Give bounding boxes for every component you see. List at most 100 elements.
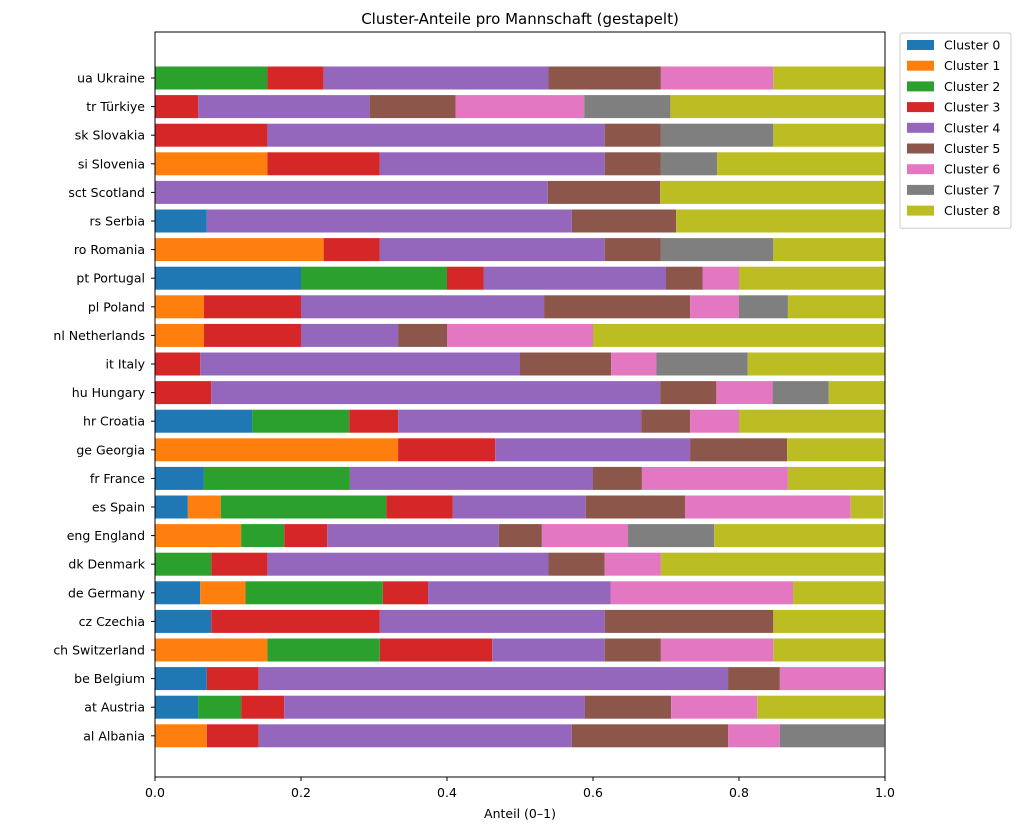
bar-segment [779, 667, 885, 691]
bar-segment [369, 95, 456, 119]
bar-segment [779, 724, 885, 748]
bar-segment [211, 381, 661, 405]
y-tick-label: ch Switzerland [53, 643, 145, 658]
bar-segment [828, 381, 885, 405]
bar-segment [604, 123, 661, 147]
x-tick-label: 0.2 [291, 785, 311, 800]
x-tick-label: 0.4 [437, 785, 457, 800]
bar-segment [379, 152, 605, 176]
bar-segment [498, 524, 542, 548]
y-tick-label: pt Portugal [76, 271, 145, 286]
bar-segment [455, 95, 585, 119]
bar-segment [660, 123, 774, 147]
bar-segment [155, 609, 212, 633]
bar-segment [379, 638, 493, 662]
bar-segment [267, 152, 380, 176]
y-tick-label: be Belgium [74, 671, 145, 686]
legend-label: Cluster 8 [944, 203, 1000, 218]
legend-label: Cluster 3 [944, 100, 1000, 115]
bar-segment [323, 66, 549, 90]
bar-segment [155, 238, 324, 262]
bar-segment [660, 552, 885, 576]
bar-segment [690, 438, 788, 462]
bar-segment [773, 238, 885, 262]
bar-segment [155, 638, 268, 662]
bar-segment [200, 352, 520, 376]
bar-segment [604, 552, 661, 576]
bar-segment [428, 581, 611, 605]
y-tick-label: pl Poland [88, 299, 145, 314]
y-tick-label: at Austria [84, 700, 145, 715]
bar-segment [728, 667, 780, 691]
bar-segment [520, 352, 612, 376]
x-tick-label: 0.8 [729, 785, 749, 800]
x-axis-label: Anteil (0–1) [484, 806, 556, 821]
bar-segment [155, 695, 199, 719]
legend-label: Cluster 0 [944, 38, 1000, 53]
bar-segment [386, 495, 453, 519]
bar-segment [155, 466, 204, 490]
bar-segment [702, 266, 739, 290]
plot-frame [154, 31, 886, 778]
bar-segment [787, 438, 885, 462]
bar-segment [604, 238, 661, 262]
y-tick-label: fr France [90, 471, 145, 486]
y-tick-label: sk Slovakia [75, 128, 145, 143]
y-tick-label: dk Denmark [68, 557, 145, 572]
bars-group [155, 66, 885, 748]
bar-segment [716, 381, 773, 405]
bar-segment [773, 638, 885, 662]
bar-segment [773, 123, 885, 147]
bar-segment [690, 409, 739, 433]
y-tick-label: rs Serbia [90, 214, 145, 229]
y-tick-label: ro Romania [74, 242, 145, 257]
bar-segment [258, 724, 572, 748]
bar-segment [211, 609, 380, 633]
bar-segment [155, 524, 242, 548]
bar-segment [155, 323, 204, 347]
bar-segment [585, 495, 685, 519]
bar-segment [593, 466, 642, 490]
bar-segment [267, 638, 380, 662]
bar-segment [398, 438, 496, 462]
y-tick-label: cz Czechia [79, 614, 145, 629]
bar-segment [155, 295, 204, 319]
bar-segment [349, 466, 593, 490]
bar-segment [717, 152, 885, 176]
bar-segment [850, 495, 884, 519]
bar-segment [641, 409, 691, 433]
bar-segment [676, 209, 885, 233]
bar-segment [267, 66, 324, 90]
bar-segment [323, 238, 380, 262]
bar-segment [155, 667, 207, 691]
y-tick-label: al Albania [83, 728, 145, 743]
bar-segment [747, 352, 885, 376]
bar-segment [382, 581, 429, 605]
bar-segment [660, 66, 774, 90]
bar-segment [660, 152, 718, 176]
bar-segment [155, 552, 212, 576]
bar-segment [739, 266, 885, 290]
bar-segment [211, 552, 268, 576]
y-tick-label: eng England [67, 528, 145, 543]
bar-segment [593, 323, 885, 347]
bar-segment [245, 581, 383, 605]
bar-segment [198, 695, 242, 719]
legend-label: Cluster 6 [944, 162, 1000, 177]
bar-segment [666, 266, 703, 290]
bar-segment [203, 466, 350, 490]
y-tick-label: hr Croatia [83, 414, 145, 429]
bar-segment [544, 295, 691, 319]
legend-label: Cluster 7 [944, 182, 1000, 197]
bar-segment [155, 381, 212, 405]
legend-label: Cluster 1 [944, 58, 1000, 73]
bar-segment [584, 695, 672, 719]
bar-segment [452, 495, 586, 519]
bar-segment [739, 295, 788, 319]
bar-segment [628, 524, 715, 548]
bar-segment [155, 438, 399, 462]
y-tick-label: hu Hungary [72, 385, 146, 400]
bar-segment [787, 295, 885, 319]
legend-swatch [907, 122, 934, 133]
bar-segment [483, 266, 666, 290]
